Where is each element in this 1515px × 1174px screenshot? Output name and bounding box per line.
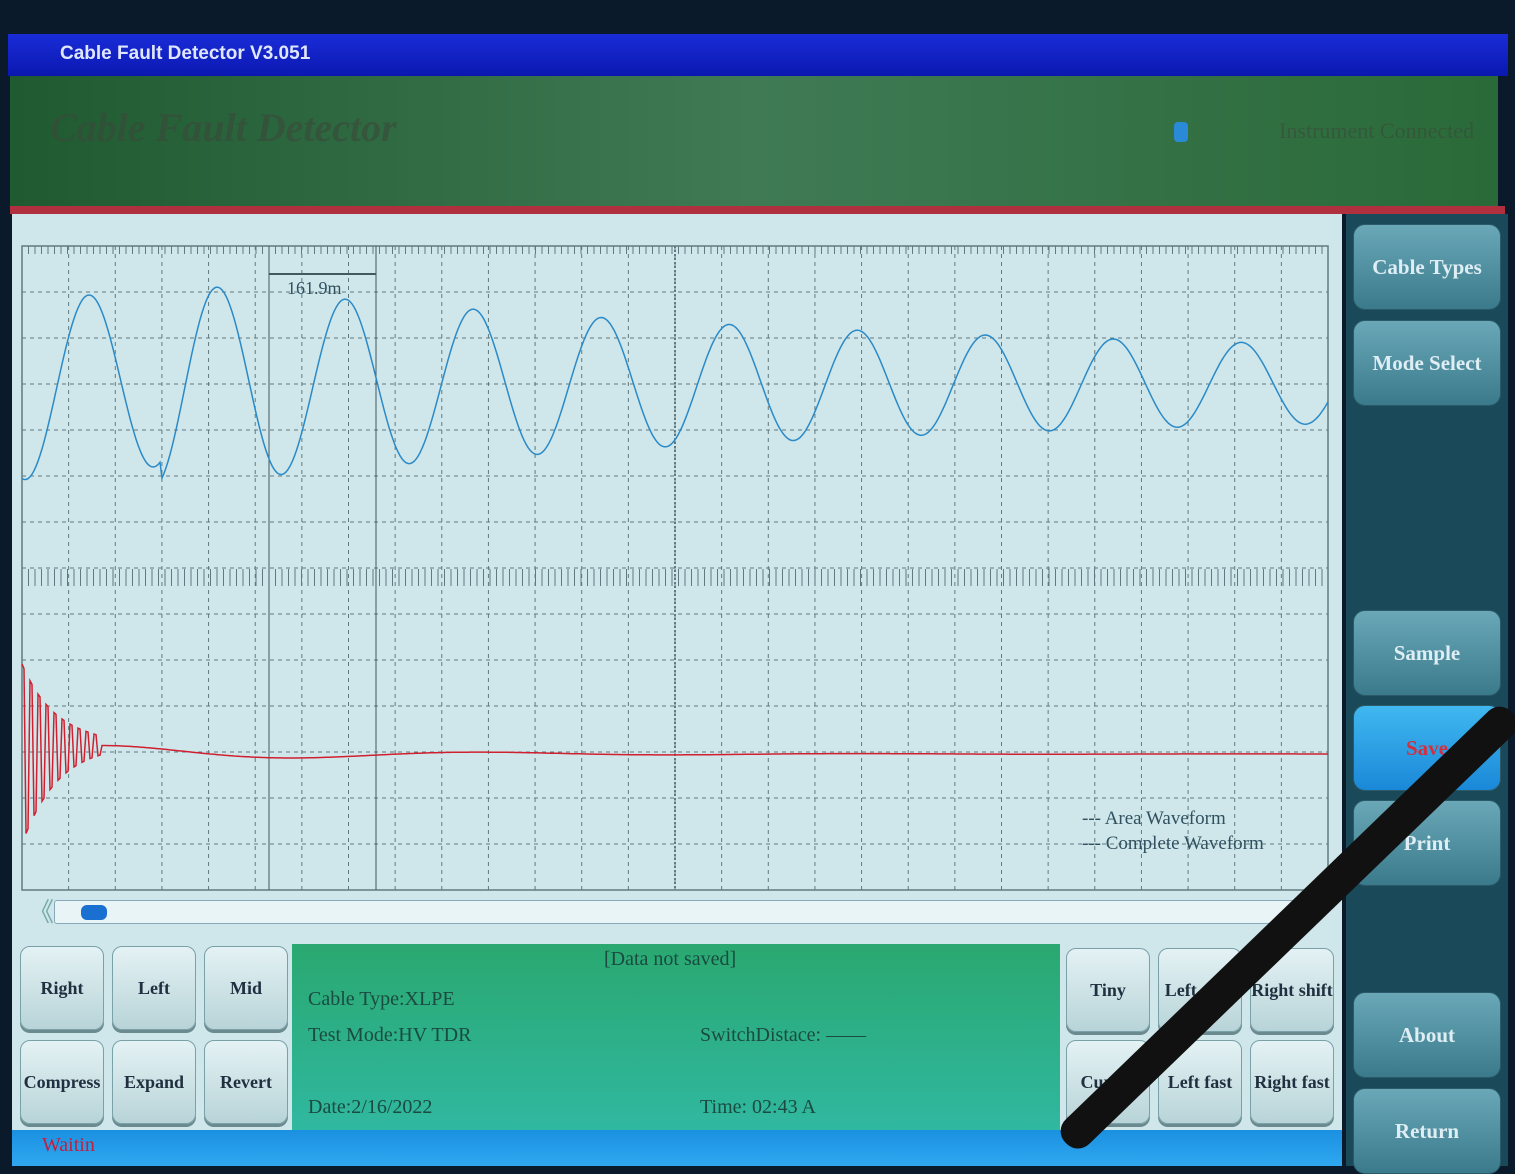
plug-icon (1174, 122, 1188, 142)
right-fast-button[interactable]: Right fast (1250, 1040, 1334, 1124)
right-button[interactable]: Right (20, 946, 104, 1030)
return-button[interactable]: Return (1353, 1088, 1501, 1174)
left-button[interactable]: Left (112, 946, 196, 1030)
left-fast-button[interactable]: Left fast (1158, 1040, 1242, 1124)
cable-types-button[interactable]: Cable Types (1353, 224, 1501, 310)
horizontal-scrollbar[interactable] (54, 900, 1299, 924)
status-text: Waitin (42, 1134, 95, 1156)
divider (10, 206, 1505, 214)
test-mode: Test Mode:HV TDR (308, 1024, 472, 1046)
waveform-plot[interactable]: 161.9m --- Area Waveform --- Complete Wa… (12, 214, 1342, 938)
scroll-left-icon[interactable]: 《 (28, 898, 55, 927)
compress-button[interactable]: Compress (20, 1040, 104, 1124)
area-waveform-line (21, 286, 1329, 481)
window-title: Cable Fault Detector V3.051 (60, 43, 311, 64)
legend-complete-waveform: --- Complete Waveform (1082, 833, 1264, 854)
scroll-thumb[interactable] (81, 905, 107, 920)
switch-distance: SwitchDistace: —— (700, 1024, 867, 1046)
about-button[interactable]: About (1353, 992, 1501, 1078)
sample-button[interactable]: Sample (1353, 610, 1501, 696)
time: Time: 02:43 A (700, 1096, 816, 1118)
title-bar: Cable Fault Detector V3.051 (8, 34, 1508, 76)
status-bar: Waitin (12, 1130, 1342, 1166)
cursor-distance: 161.9m (287, 278, 342, 298)
date: Date:2/16/2022 (308, 1096, 433, 1118)
legend-complete-waveform-label: Complete Waveform (1105, 833, 1264, 854)
legend-area-waveform-label: Area Waveform (1104, 808, 1226, 829)
save-state: [Data not saved] (604, 948, 737, 970)
complete-waveform-line (21, 663, 1328, 834)
waveform-svg (21, 245, 1329, 891)
mode-select-button[interactable]: Mode Select (1353, 320, 1501, 406)
revert-button[interactable]: Revert (204, 1040, 288, 1124)
cable-type: Cable Type:XLPE (308, 988, 455, 1010)
banner-app-name: Cable Fault Detector (50, 105, 397, 150)
mid-button[interactable]: Mid (204, 946, 288, 1030)
connection-status: Instrument Connected (1279, 118, 1474, 143)
legend: --- Area Waveform --- Complete Waveform (1082, 806, 1264, 856)
tiny-button[interactable]: Tiny (1066, 948, 1150, 1032)
banner: Cable Fault Detector Instrument Connecte… (10, 76, 1498, 206)
legend-area-waveform: --- Area Waveform (1082, 808, 1226, 829)
expand-button[interactable]: Expand (112, 1040, 196, 1124)
info-panel: [Data not saved] Cable Type:XLPE Test Mo… (292, 944, 1060, 1130)
